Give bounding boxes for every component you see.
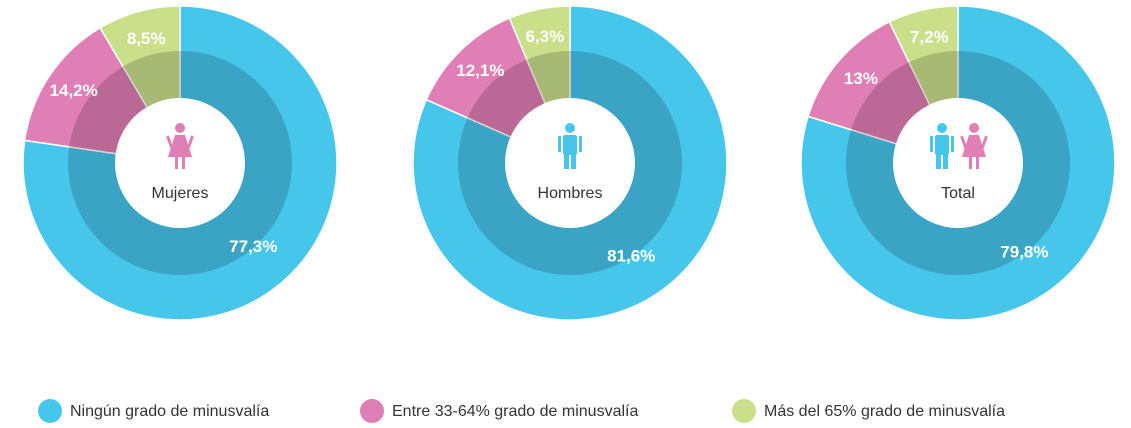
legend-label: Ningún grado de minusvalía (70, 403, 269, 420)
data-label: 81,6% (607, 246, 655, 265)
data-label: 14,2% (50, 81, 98, 100)
male-icon (558, 123, 582, 169)
data-label: 8,5% (127, 29, 166, 48)
male-icon (930, 123, 954, 169)
female-icon (166, 123, 194, 169)
center-title: Mujeres (152, 185, 209, 202)
data-label: 6,3% (525, 27, 564, 46)
legend-swatch (732, 399, 756, 423)
data-label: 13% (844, 69, 878, 88)
data-label: 77,3% (229, 237, 277, 256)
center-hole (505, 98, 635, 228)
icons (166, 123, 988, 169)
center-hole (893, 98, 1023, 228)
legend-label: Más del 65% grado de minusvalía (764, 403, 1005, 420)
center-hole (115, 98, 245, 228)
legend-swatch (360, 399, 384, 423)
female-icon (960, 123, 988, 169)
center-title: Hombres (538, 185, 603, 202)
data-label: 79,8% (1000, 243, 1048, 262)
center-title: Total (941, 185, 975, 202)
legend-label: Entre 33-64% grado de minusvalía (392, 403, 638, 420)
legend-swatch (38, 399, 62, 423)
data-label: 12,1% (456, 61, 504, 80)
data-label: 7,2% (910, 28, 949, 47)
